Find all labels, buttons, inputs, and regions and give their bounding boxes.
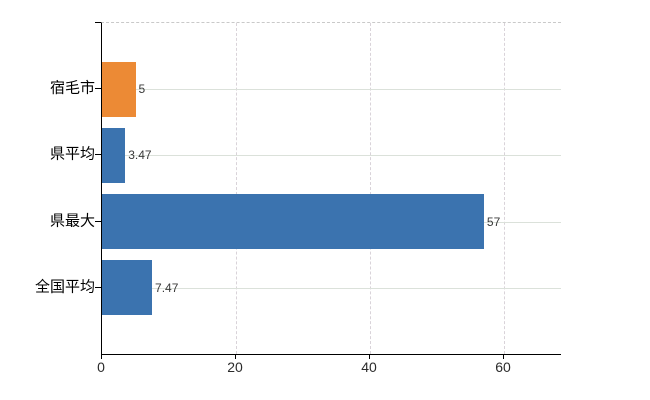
y-axis-category-label: 県平均 [49,145,95,163]
y-axis-tick [95,286,101,288]
x-axis-tick-label: 20 [227,359,243,375]
bar-value-label: 5 [138,82,146,97]
horizontal-gridline [102,155,561,157]
y-axis-top-tick [95,22,101,23]
plot-area: 5 3.47 57 7.47 [101,22,561,355]
bar-value-label: 3.47 [128,148,152,163]
x-axis-tick [101,354,102,359]
x-axis-tick [503,354,504,359]
y-axis-category-label: 県最大 [49,212,95,230]
x-axis-tick [369,354,370,359]
y-axis-tick [95,88,101,90]
bar [102,127,126,183]
bar-value-label: 7.47 [155,280,179,295]
x-axis-tick-label: 0 [97,359,105,375]
y-axis-tick [95,220,101,222]
vertical-gridline [504,23,505,354]
x-axis-tick-label: 40 [361,359,377,375]
y-axis-category-label: 宿毛市 [49,79,95,97]
bar [102,194,484,250]
bar [102,61,136,117]
vertical-gridline [370,23,371,354]
y-axis-tick [95,154,101,156]
horizontal-gridline [102,89,561,91]
vertical-gridline [236,23,237,354]
x-axis-tick [235,354,236,359]
bar [102,260,153,316]
y-axis-category-label: 全国平均 [34,278,95,296]
x-axis-tick-label: 60 [495,359,511,375]
horizontal-gridline [102,287,561,289]
bar-value-label: 57 [486,214,501,229]
